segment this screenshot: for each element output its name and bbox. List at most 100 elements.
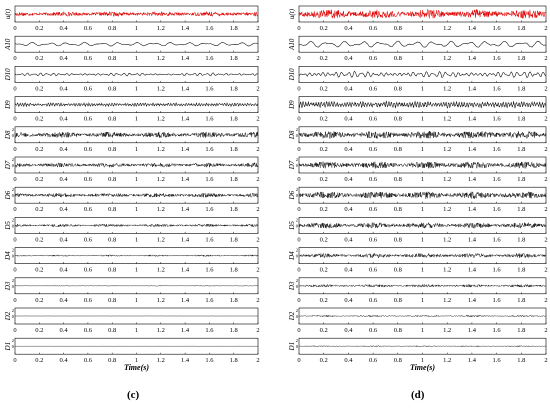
- x-tick-label: 0.6: [84, 236, 93, 243]
- y-tick-label: 0: [296, 344, 299, 349]
- x-tick-label: 2: [544, 206, 547, 213]
- y-axis-label: D3: [4, 281, 12, 291]
- x-tick-label: 0.4: [60, 236, 69, 243]
- x-tick-label: 1.6: [493, 327, 502, 334]
- y-tick-label: 0: [12, 284, 15, 289]
- x-tick-label: 0.8: [108, 146, 116, 153]
- signal-trace: [298, 100, 547, 109]
- x-tick-label: 1.4: [181, 267, 190, 274]
- x-tick-label: 1: [421, 25, 424, 32]
- x-tick-label: 0.8: [394, 146, 402, 153]
- x-tick-label: 0.4: [344, 236, 353, 243]
- x-tick-label: 1.2: [157, 85, 165, 92]
- x-tick-label: 1: [421, 357, 424, 364]
- x-tick-label: 0.4: [60, 297, 69, 304]
- y-axis-label: D9: [4, 100, 12, 110]
- x-tick-label: 0.8: [108, 206, 116, 213]
- x-tick-label: 0: [297, 146, 300, 153]
- x-tick-label: 1.8: [517, 267, 525, 274]
- x-tick-label: 1.4: [468, 327, 477, 334]
- x-tick-label: 2: [544, 297, 547, 304]
- x-tick-label: 0.6: [369, 146, 378, 153]
- x-tick-label: 0.4: [344, 146, 353, 153]
- x-tick-label: 1.4: [181, 85, 190, 92]
- x-tick-label: 1.8: [517, 327, 525, 334]
- x-tick-label: 1: [135, 206, 138, 213]
- x-tick-label: 1.6: [493, 146, 502, 153]
- x-tick-label: 1.8: [230, 297, 238, 304]
- x-tick-label: 0.6: [84, 85, 93, 92]
- signal-trace: [14, 223, 259, 228]
- y-tick-label: 0: [12, 344, 15, 349]
- signal-trace: [298, 8, 547, 19]
- x-tick-label: 0.6: [84, 327, 93, 334]
- x-tick-label: 0.6: [369, 236, 378, 243]
- signal-trace: [298, 130, 547, 140]
- x-tick-label: 0: [13, 327, 16, 334]
- x-tick-label: 0: [297, 25, 300, 32]
- x-tick-label: 1.6: [205, 236, 214, 243]
- x-tick-label: 0.2: [35, 236, 43, 243]
- x-tick-label: 0: [13, 25, 16, 32]
- x-tick-label: 0.8: [394, 236, 402, 243]
- x-tick-label: 1: [135, 85, 138, 92]
- x-tick-label: 0: [297, 206, 300, 213]
- x-tick-label: 1.2: [157, 176, 165, 183]
- signal-trace: [298, 314, 547, 318]
- signal-trace: [14, 42, 259, 47]
- y-axis-label: A10: [288, 38, 296, 51]
- x-tick-label: 0.4: [344, 206, 353, 213]
- x-tick-label: 1.6: [205, 327, 214, 334]
- x-tick-label: 0.8: [108, 176, 116, 183]
- y-axis-label: D10: [288, 68, 296, 82]
- x-tick-label: 1.4: [181, 146, 190, 153]
- x-tick-label: 2: [544, 236, 547, 243]
- x-tick-label: 0.4: [60, 176, 69, 183]
- x-tick-label: 0.2: [35, 85, 43, 92]
- y-axis-label: D7: [4, 160, 12, 170]
- signal-trace: [298, 283, 547, 289]
- x-tick-label: 1.6: [493, 55, 502, 62]
- x-tick-label: 0.2: [320, 85, 328, 92]
- x-tick-label: 1.8: [230, 357, 238, 364]
- x-tick-label: 2: [256, 267, 259, 274]
- y-axis-label: D7: [288, 160, 296, 170]
- x-tick-label: 0.4: [344, 55, 353, 62]
- y-tick-label: 2: [296, 187, 298, 192]
- x-tick-label: 2: [544, 116, 547, 123]
- y-axis-label: D8: [4, 130, 12, 140]
- x-tick-label: 1.2: [157, 206, 165, 213]
- x-tick-label: 0.8: [108, 297, 116, 304]
- x-tick-label: 1.2: [443, 267, 451, 274]
- x-tick-label: 1.2: [157, 327, 165, 334]
- x-tick-label: 0.8: [108, 55, 116, 62]
- x-tick-label: 1.2: [443, 236, 451, 243]
- x-tick-label: 1: [135, 146, 138, 153]
- x-tick-label: 0: [13, 55, 16, 62]
- x-tick-label: 0.4: [60, 55, 69, 62]
- x-tick-label: 1.4: [468, 267, 477, 274]
- x-tick-label: 0: [13, 146, 16, 153]
- x-tick-label: 0: [297, 357, 300, 364]
- x-tick-label: 0.8: [394, 85, 402, 92]
- x-tick-label: 0.2: [320, 236, 328, 243]
- x-tick-label: 0.2: [35, 116, 43, 123]
- y-axis-label: D8: [288, 130, 296, 140]
- x-tick-label: 0.4: [344, 116, 353, 123]
- x-tick-label: 0.6: [369, 206, 378, 213]
- x-tick-label: 1.4: [468, 357, 477, 364]
- signal-trace: [298, 70, 547, 79]
- y-tick-label: 0: [12, 133, 15, 138]
- subplot-frame: [298, 277, 547, 295]
- x-tick-label: 0.4: [344, 357, 353, 364]
- x-tick-label: 0.2: [35, 327, 43, 334]
- signal-trace: [14, 285, 259, 287]
- x-tick-label: 1.8: [230, 55, 238, 62]
- y-tick-label: 0: [296, 163, 299, 168]
